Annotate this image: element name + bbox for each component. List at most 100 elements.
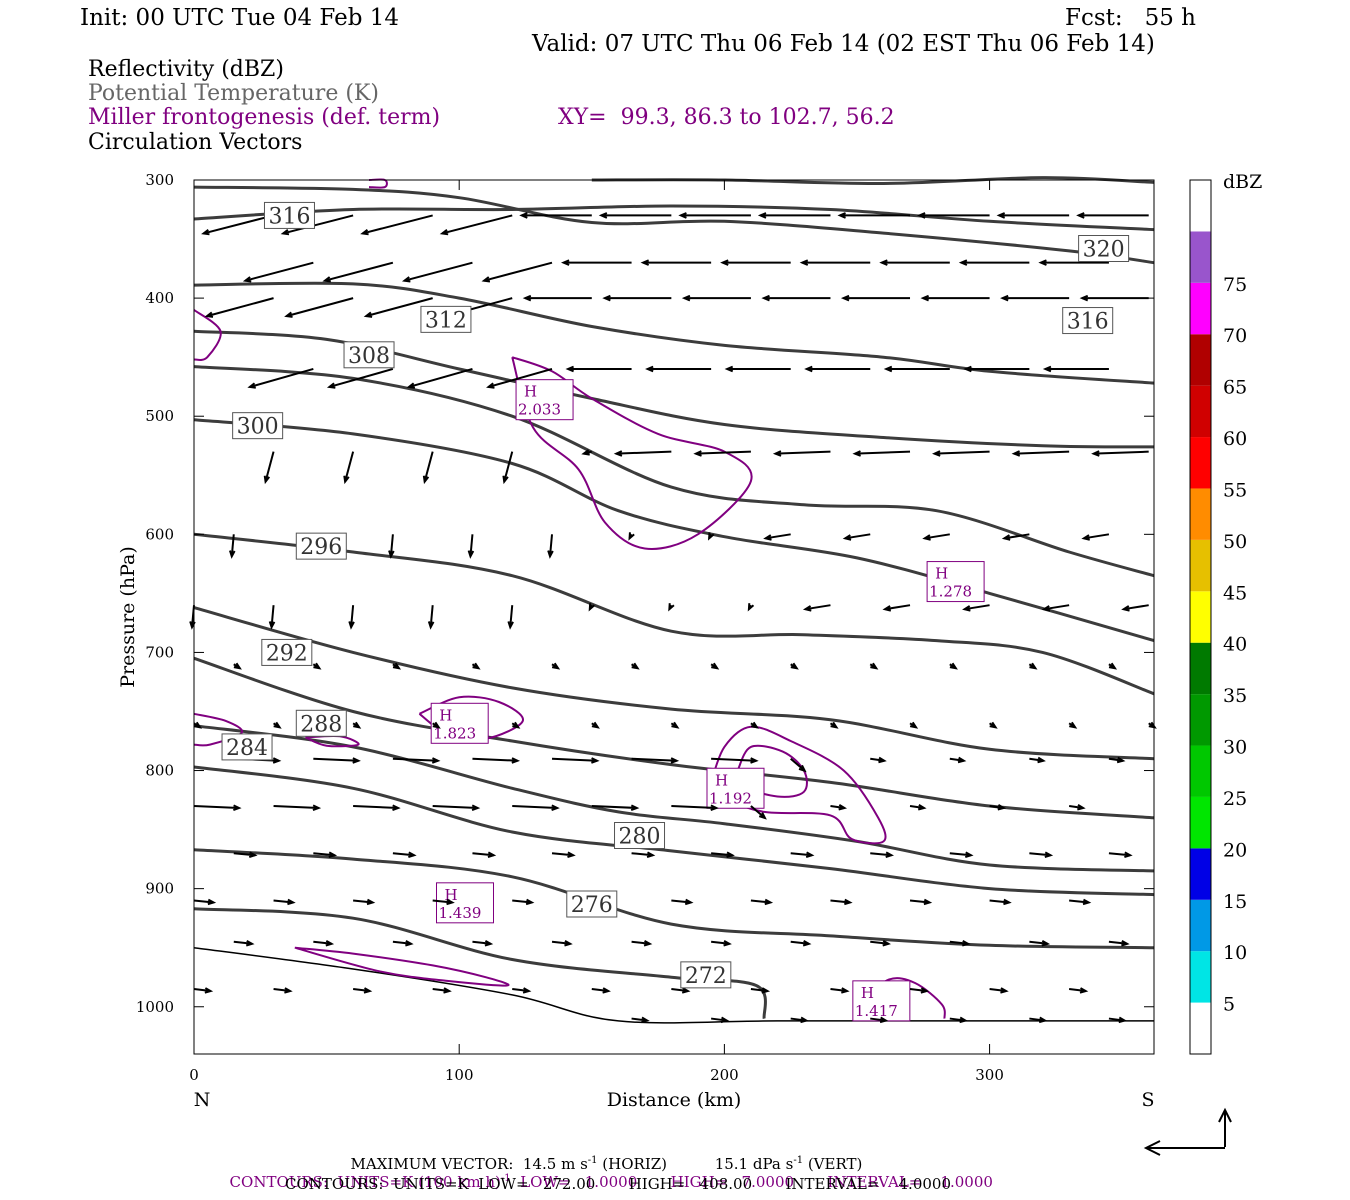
colorbar-segment [1190,334,1211,386]
vector-arrowhead [353,721,362,729]
vector-arrow [286,297,354,318]
miller-max-letter: H [861,984,874,1002]
y-tick-label: 800 [145,762,174,780]
colorbar-label: 40 [1223,634,1247,656]
vector-arrow [392,852,415,857]
theta-contour-300 [193,418,1155,643]
legend-circulation-vectors: Circulation Vectors [88,130,303,155]
vector-arrowhead [879,259,888,266]
plot-frame [193,179,1155,1055]
vector-arrowhead [628,532,635,541]
vector-arrow [1043,604,1070,611]
vector-arrow [934,450,990,455]
vector-arrowhead [805,851,815,858]
vector-arrow [488,368,553,388]
vector-arrowhead [763,534,772,541]
theta-label: 320 [1083,238,1125,263]
theta-contour-276 [193,848,1155,950]
theta-label-box [1062,307,1114,335]
vector-arrowhead [790,662,799,670]
vector-arrowhead [487,851,497,858]
vector-arrow [353,804,399,809]
vector-arrow [432,899,453,904]
colorbar-segment [1190,899,1211,952]
vector-arrowhead [522,294,532,302]
y-tick-label: 1000 [136,998,174,1016]
vector-arrowhead [681,987,691,994]
vector-arrowhead [646,851,656,858]
vector-arrowhead [726,851,735,858]
vector-arrowhead [996,212,1006,219]
vector-arrowhead [671,721,680,729]
vector-arrow [591,804,637,809]
vector-arrow [711,757,757,762]
vector-arrowhead [272,757,282,764]
vector-arrow [790,852,812,857]
vector-arrowhead [643,939,653,947]
vector-arrow [1108,852,1131,857]
vector-arrow [245,261,314,282]
maxvec-sup-1: -1 [587,1155,598,1166]
miller-max-letter: H [935,565,948,583]
vector-arrowhead [525,898,535,906]
vector-arrowhead [747,603,755,612]
vector-arrowhead [280,228,290,236]
colorbar-label: 75 [1223,274,1247,296]
vector-arrowhead [326,382,336,389]
miller-range: LOW= 1.0000 HIGH= 7.0000 INTERVAL= 1.000… [510,1173,993,1191]
vector-arrow [1029,1017,1046,1022]
vector-arrowhead [366,898,376,906]
vector-arrowhead [678,212,687,219]
vector-arrow [193,804,240,809]
theta-contour-320 [591,176,1155,186]
theta-contour-272 [193,907,767,1019]
vector-arrow [711,940,730,945]
x-tick-label: 100 [445,1066,474,1084]
vector-arrowhead [710,804,719,811]
vector-arrowhead [406,382,416,389]
legend-xy-endpoints: XY= 99.3, 86.3 to 102.7, 56.2 [558,105,895,130]
vector-arrow [313,852,335,857]
vector-arrowhead [233,662,242,670]
vector-arrowhead [844,898,853,906]
miller-max-value: 1.192 [709,789,752,807]
theta-label: 288 [300,712,342,737]
vector-arrowhead [640,259,650,266]
vector-arrowhead [922,534,931,541]
theta-label: 296 [300,535,342,560]
vector-arrowhead [360,228,369,236]
vector-arrowhead [322,276,331,283]
vector-arrow [389,534,394,557]
vector-arrow [790,940,809,945]
vector-arrow [313,940,332,945]
miller-max-box [515,379,574,421]
x-tick-label: 0 [189,1066,199,1084]
vector-arrowhead [432,721,441,729]
miller-max-letter: H [524,383,537,401]
vector-arrowhead [837,212,846,219]
colorbar-unit: dBZ [1223,171,1262,193]
vector-arrowhead [761,987,771,994]
vector-arrowhead [522,987,532,994]
colorbar-segment [1190,231,1211,283]
vector-arrowhead [352,757,361,764]
y-axis-title: Pressure (hPa) [117,546,139,688]
vector-arrow [282,214,354,235]
vector-arrowhead [519,212,528,219]
y-tick-label: 300 [145,171,174,189]
vector-arrow [483,261,553,282]
vector-arrowhead [1000,294,1009,302]
init-time: Init: 00 UTC Tue 04 Feb 14 [80,5,400,31]
vector-arrow [273,899,294,904]
vector-arrow [750,805,766,819]
miller-contour [193,712,244,747]
vector-arrowhead [312,804,322,811]
theta-label: 284 [226,736,268,761]
vector-arrowhead [958,259,968,266]
vector-arrow [233,852,256,857]
theta-label-box [420,305,472,333]
colorbar-segment [1190,951,1211,1003]
vector-arrowhead [764,898,774,906]
vector-arrowhead [959,1016,968,1024]
